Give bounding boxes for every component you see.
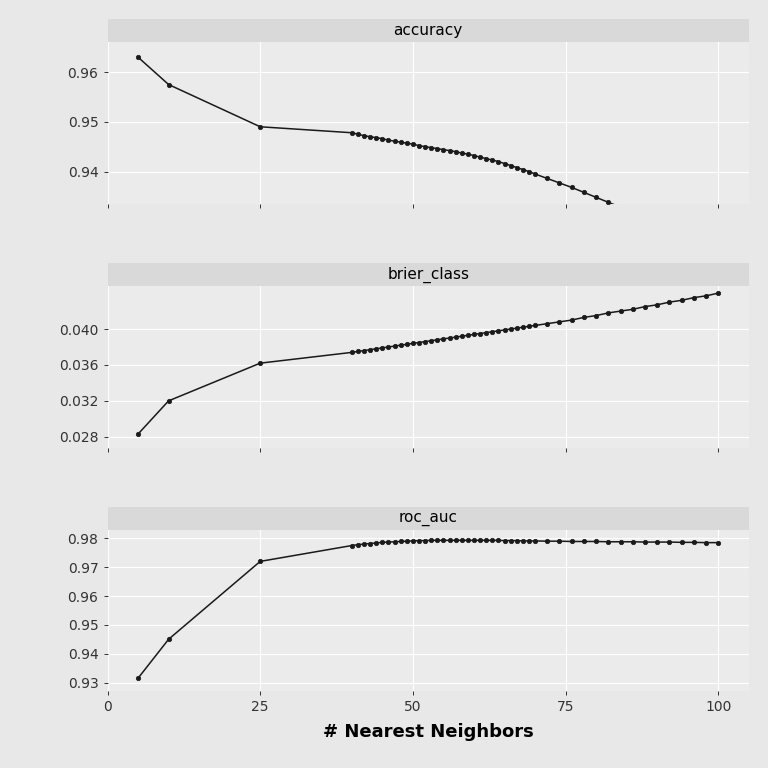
X-axis label: # Nearest Neighbors: # Nearest Neighbors: [323, 723, 534, 740]
Text: accuracy: accuracy: [393, 23, 463, 38]
Text: brier_class: brier_class: [387, 266, 469, 283]
Text: roc_auc: roc_auc: [399, 511, 458, 525]
